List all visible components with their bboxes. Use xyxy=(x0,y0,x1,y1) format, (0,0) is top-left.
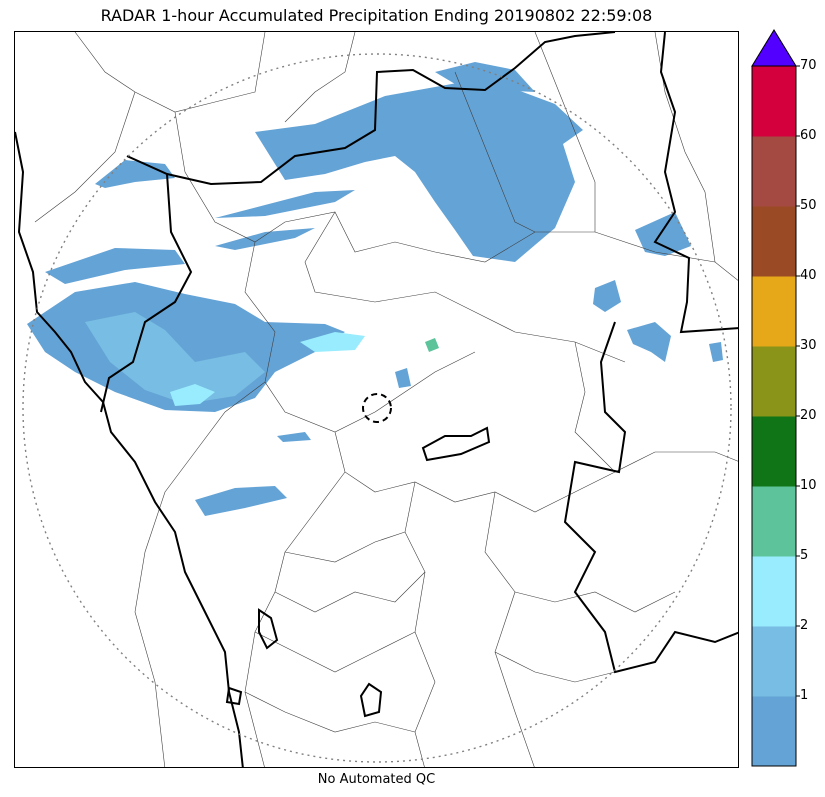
state-border-south-east xyxy=(563,321,738,674)
colorbar-tick-label: 20 xyxy=(800,408,817,423)
radar-range-ring xyxy=(22,53,732,763)
colorbar xyxy=(751,29,800,767)
district-line xyxy=(484,491,535,767)
precipitation-layer xyxy=(27,62,723,516)
colorbar-band xyxy=(752,416,796,487)
state-border-west xyxy=(100,173,193,413)
rain-area-central-cells xyxy=(300,332,365,352)
district-line xyxy=(454,71,536,233)
colorbar-tick-label: 70 xyxy=(800,58,817,73)
colorbar-band xyxy=(752,206,796,277)
rain-area-north xyxy=(255,78,583,262)
rain-area-northwest-streak xyxy=(95,160,175,188)
rain-area-west-moderate xyxy=(85,312,265,404)
colorbar-tick-label: 10 xyxy=(800,478,817,493)
rain-area-central-small xyxy=(395,368,411,388)
colorbar-band xyxy=(752,346,796,417)
island-boundary xyxy=(225,686,243,706)
district-line xyxy=(34,91,136,223)
colorbar-tick-label: 60 xyxy=(800,128,817,143)
district-line xyxy=(254,631,416,673)
district-line xyxy=(284,531,406,563)
district-line xyxy=(494,651,616,683)
rain-area-east-2 xyxy=(627,322,671,362)
district-line xyxy=(74,32,266,113)
island-boundary xyxy=(258,608,279,650)
coastline xyxy=(15,131,244,767)
district-line xyxy=(404,481,436,767)
island-boundary xyxy=(359,682,383,718)
colorbar-tick-label: 5 xyxy=(800,548,809,563)
colorbar-tick-label: 30 xyxy=(800,338,817,353)
rain-area-west-streak-3 xyxy=(215,228,315,250)
district-line xyxy=(244,241,476,433)
radar-map xyxy=(14,31,739,768)
colorbar-extend-arrow xyxy=(751,29,797,67)
colorbar-band xyxy=(752,556,796,627)
rain-area-east-4 xyxy=(709,342,723,362)
district-line xyxy=(534,32,596,232)
rain-area-southwest xyxy=(195,486,287,516)
colorbar-band xyxy=(752,696,796,767)
rain-area-east-3 xyxy=(635,212,691,256)
enclave-boundary xyxy=(421,426,491,462)
rain-area-west-streak-2 xyxy=(215,190,355,218)
district-line xyxy=(244,691,416,733)
colorbar-band xyxy=(752,626,796,697)
radar-site-marker xyxy=(362,393,392,423)
rain-area-small-central-west xyxy=(277,432,311,442)
district-line xyxy=(134,381,266,767)
chart-title: RADAR 1-hour Accumulated Precipitation E… xyxy=(100,6,653,25)
district-line xyxy=(174,111,738,281)
district-line xyxy=(274,571,426,613)
district-line xyxy=(514,591,676,613)
colorbar-band xyxy=(752,486,796,557)
rain-area-central-cells-2 xyxy=(425,338,439,352)
rain-area-west-heavy xyxy=(170,384,215,406)
colorbar-tick-label: 40 xyxy=(800,268,817,283)
rain-area-west-streak-1 xyxy=(45,248,185,284)
rain-area-east-1 xyxy=(593,280,621,312)
colorbar-tick-label: 1 xyxy=(800,688,809,703)
colorbar-band xyxy=(752,276,796,347)
district-line xyxy=(284,32,356,123)
district-line xyxy=(334,431,616,513)
state-boundaries xyxy=(15,32,738,767)
colorbar-band xyxy=(752,66,796,137)
district-line xyxy=(304,211,626,363)
state-border-east xyxy=(653,32,738,334)
colorbar-band xyxy=(752,136,796,207)
qc-label: No Automated QC xyxy=(317,772,436,787)
colorbar-border xyxy=(751,65,797,767)
colorbar-tick-label: 50 xyxy=(800,198,817,213)
state-border-north xyxy=(126,32,616,186)
colorbar-tick-label: 2 xyxy=(800,618,809,633)
district-boundaries xyxy=(34,32,738,767)
radar-map-canvas xyxy=(15,32,738,767)
